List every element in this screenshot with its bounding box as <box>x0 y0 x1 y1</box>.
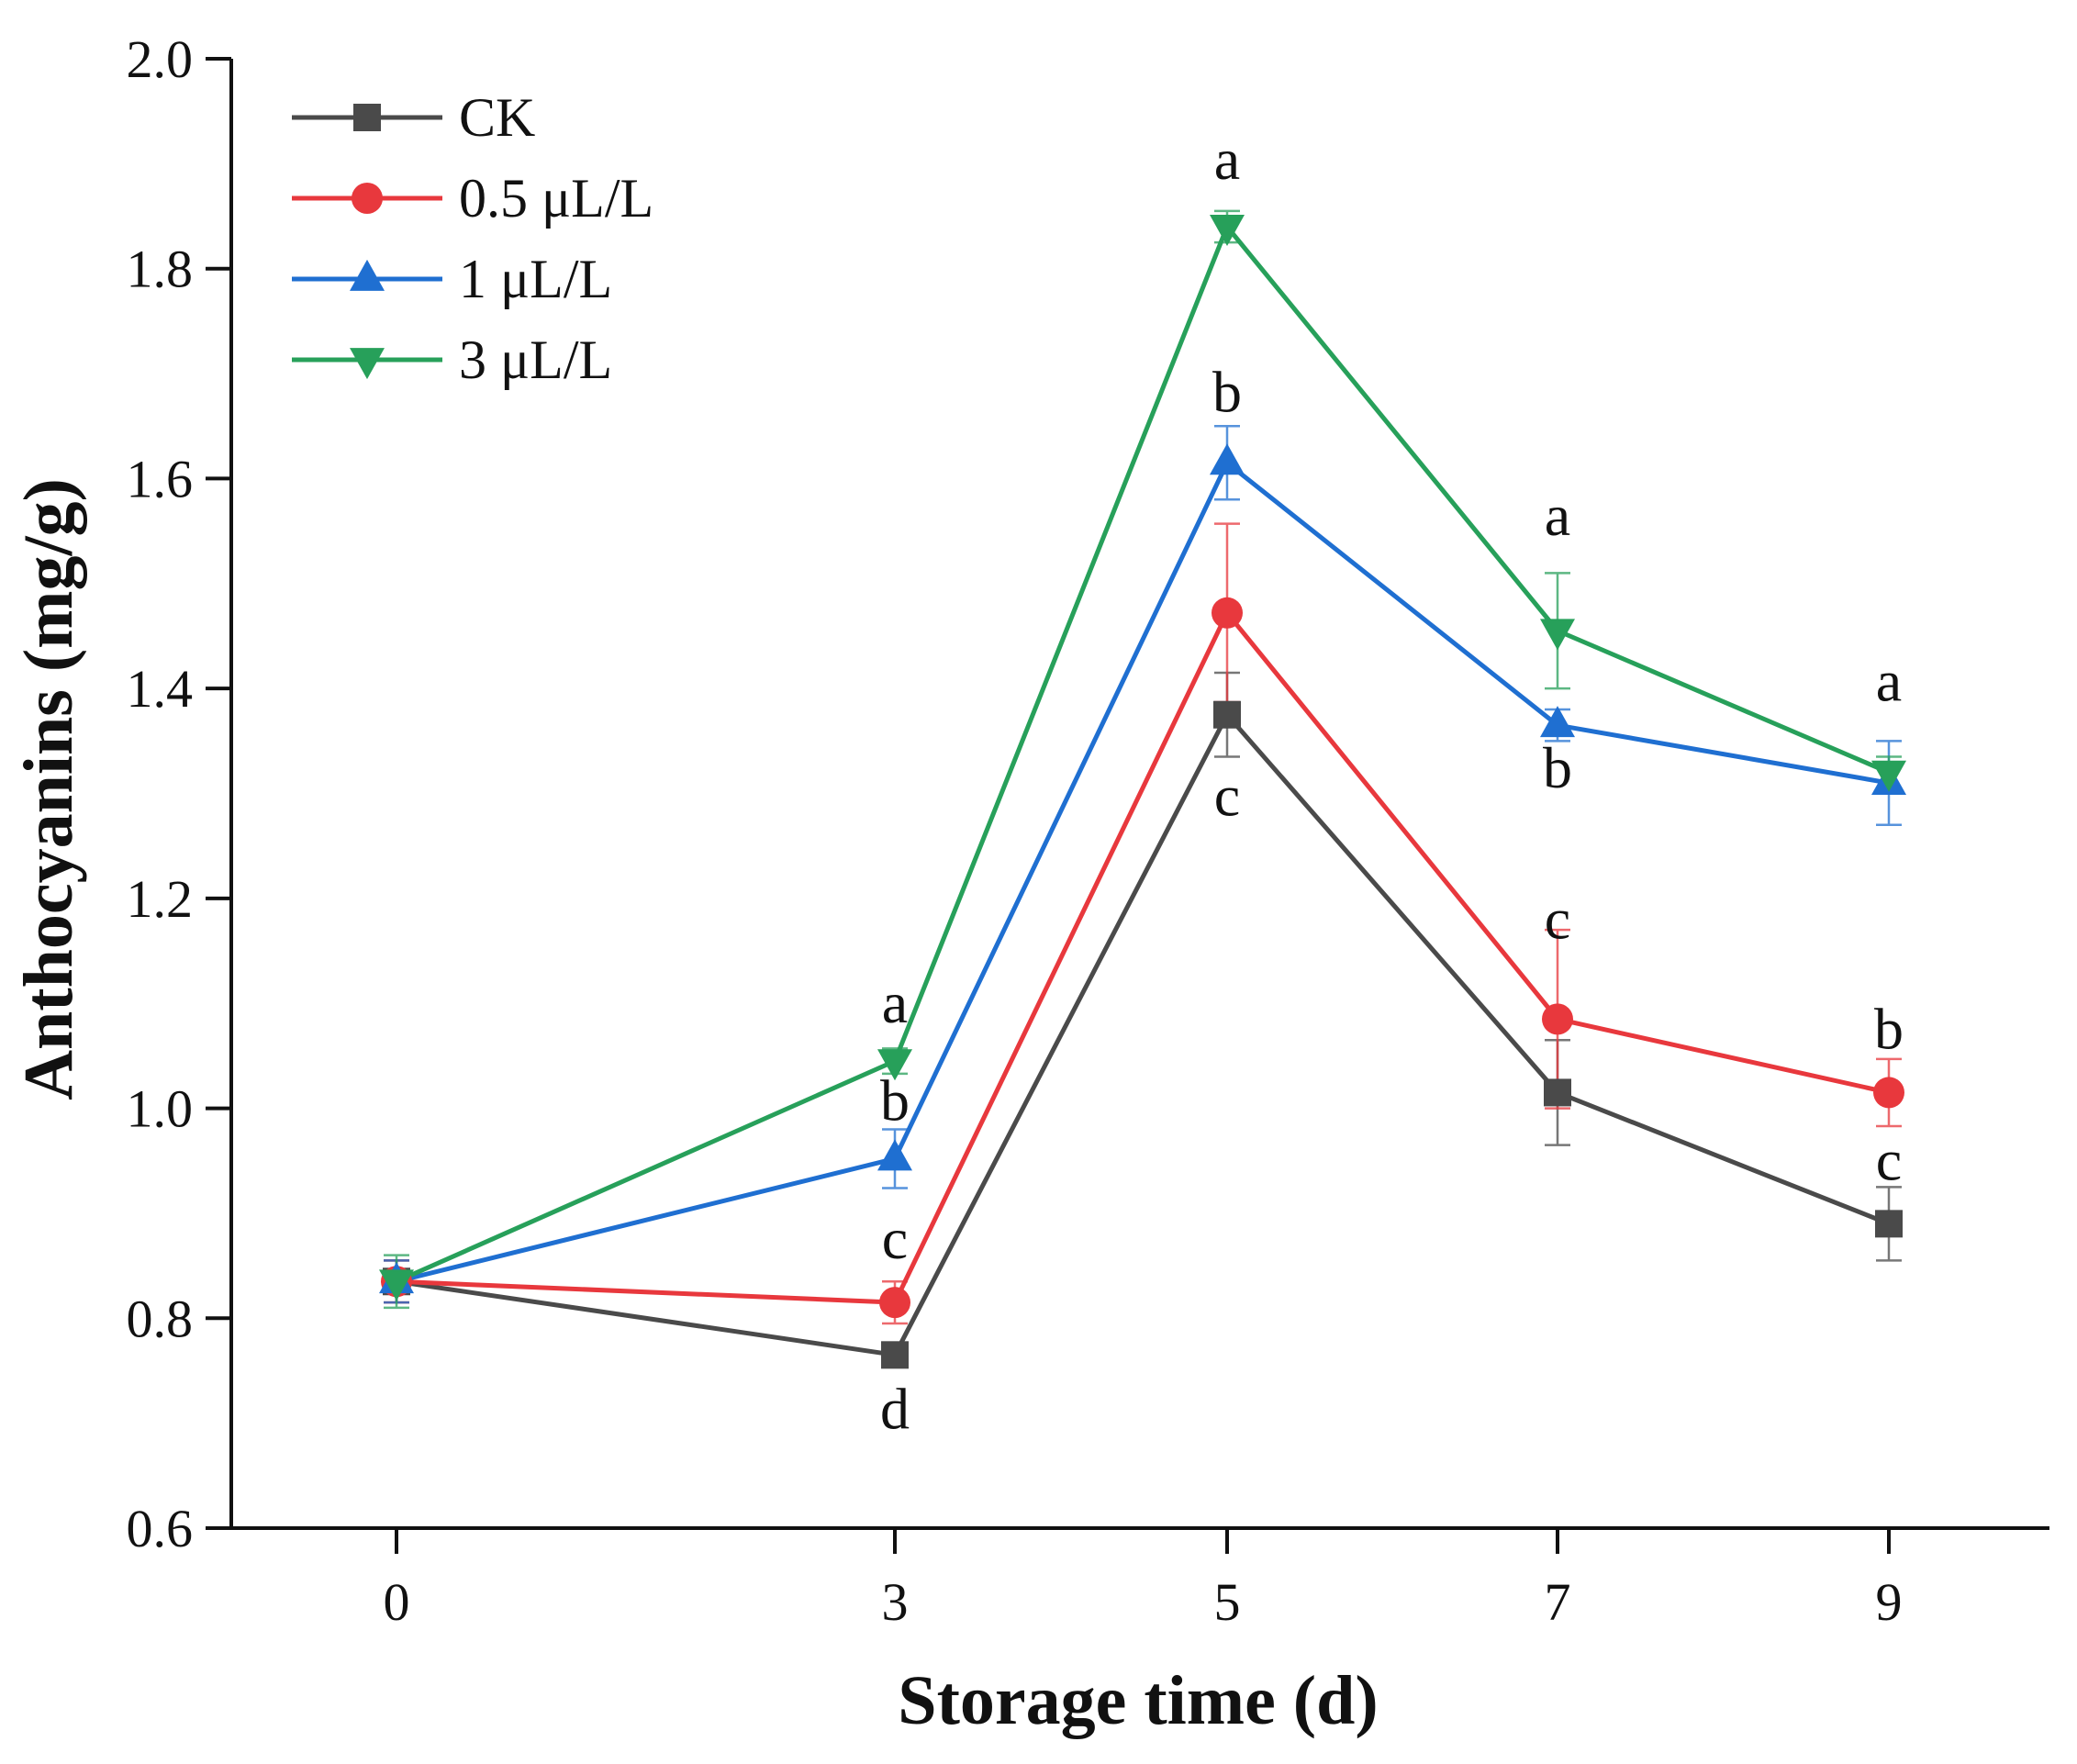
data-point-ck <box>881 1341 909 1369</box>
significance-letter: b <box>1543 735 1572 800</box>
y-tick-label: 1.2 <box>127 869 194 929</box>
x-axis-title: Storage time (d) <box>898 1662 1378 1739</box>
data-point-3-l-l <box>379 1269 414 1301</box>
data-point-1-l-l <box>877 1139 912 1171</box>
significance-letter: b <box>1874 996 1904 1061</box>
legend-item-3-l-l: 3 μL/L <box>292 329 612 390</box>
significance-letter: c <box>1876 1127 1902 1192</box>
legend-label: CK <box>459 87 535 148</box>
x-tick-label: 5 <box>1214 1572 1241 1632</box>
data-point-ck <box>1544 1078 1571 1107</box>
data-point-0-5-l-l <box>1873 1077 1904 1109</box>
significance-letter: b <box>880 1067 910 1133</box>
y-tick-label: 1.4 <box>127 659 194 719</box>
data-point-0-5-l-l <box>1212 597 1243 629</box>
significance-letter: a <box>1545 483 1570 548</box>
x-tick-label: 7 <box>1545 1572 1571 1632</box>
data-point-1-l-l <box>1540 706 1575 738</box>
series-lines <box>395 224 1890 1357</box>
series-line-3-l-l <box>395 224 1890 1284</box>
data-point-ck <box>1875 1210 1903 1238</box>
x-tick-label: 3 <box>882 1572 909 1632</box>
significance-letter: c <box>1214 764 1240 829</box>
series-line-0-5-l-l <box>396 610 1890 1305</box>
x-tick-label: 9 <box>1876 1572 1903 1632</box>
series-line-ck <box>396 712 1890 1357</box>
significance-letter: b <box>1212 359 1242 424</box>
data-point-0-5-l-l <box>879 1287 910 1319</box>
legend-item-ck: CK <box>292 87 535 148</box>
legend: CK 0.5 μL/L 1 μL/L 3 μL/L <box>292 87 653 390</box>
series-line-1-l-l <box>396 460 1890 1284</box>
legend-label: 3 μL/L <box>459 329 612 390</box>
legend-item-1-l-l: 1 μL/L <box>292 249 612 309</box>
legend-item-0-5-l-l: 0.5 μL/L <box>292 168 653 229</box>
significance-letter: d <box>880 1376 910 1441</box>
y-tick-label: 1.8 <box>127 240 194 299</box>
legend-label: 1 μL/L <box>459 249 612 309</box>
legend-marker <box>350 259 385 291</box>
significance-letter: c <box>882 1206 908 1271</box>
data-point-3-l-l <box>1871 760 1906 792</box>
y-axis-title: Anthocyanins (mg/g) <box>10 478 87 1100</box>
significance-letter: a <box>1876 649 1902 714</box>
axes <box>229 59 2049 1530</box>
data-point-3-l-l <box>877 1049 912 1081</box>
legend-marker <box>353 104 381 131</box>
legend-marker <box>350 348 385 380</box>
significance-letter: a <box>1214 127 1240 192</box>
data-point-3-l-l <box>1540 619 1575 651</box>
y-tick-label: 2.0 <box>127 29 194 89</box>
data-point-0-5-l-l <box>1542 1003 1573 1035</box>
series-markers <box>379 215 1906 1369</box>
y-tick-label: 1.6 <box>127 449 194 508</box>
significance-letter: c <box>1545 886 1570 951</box>
significance-letter: a <box>882 970 908 1035</box>
y-tick-label: 0.8 <box>127 1289 194 1348</box>
data-point-ck <box>1213 700 1241 729</box>
legend-label: 0.5 μL/L <box>459 168 653 229</box>
data-point-3-l-l <box>1210 215 1245 247</box>
legend-marker <box>352 183 383 214</box>
data-point-1-l-l <box>1210 443 1245 475</box>
y-tick-label: 0.6 <box>127 1499 194 1558</box>
y-tick-label: 1.0 <box>127 1079 194 1139</box>
axis-ticks: 0.6 0.8 1.0 1.2 1.4 1.6 1.8 2.0 0 3 5 7 9 <box>127 29 1903 1632</box>
x-tick-label: 0 <box>384 1572 410 1632</box>
